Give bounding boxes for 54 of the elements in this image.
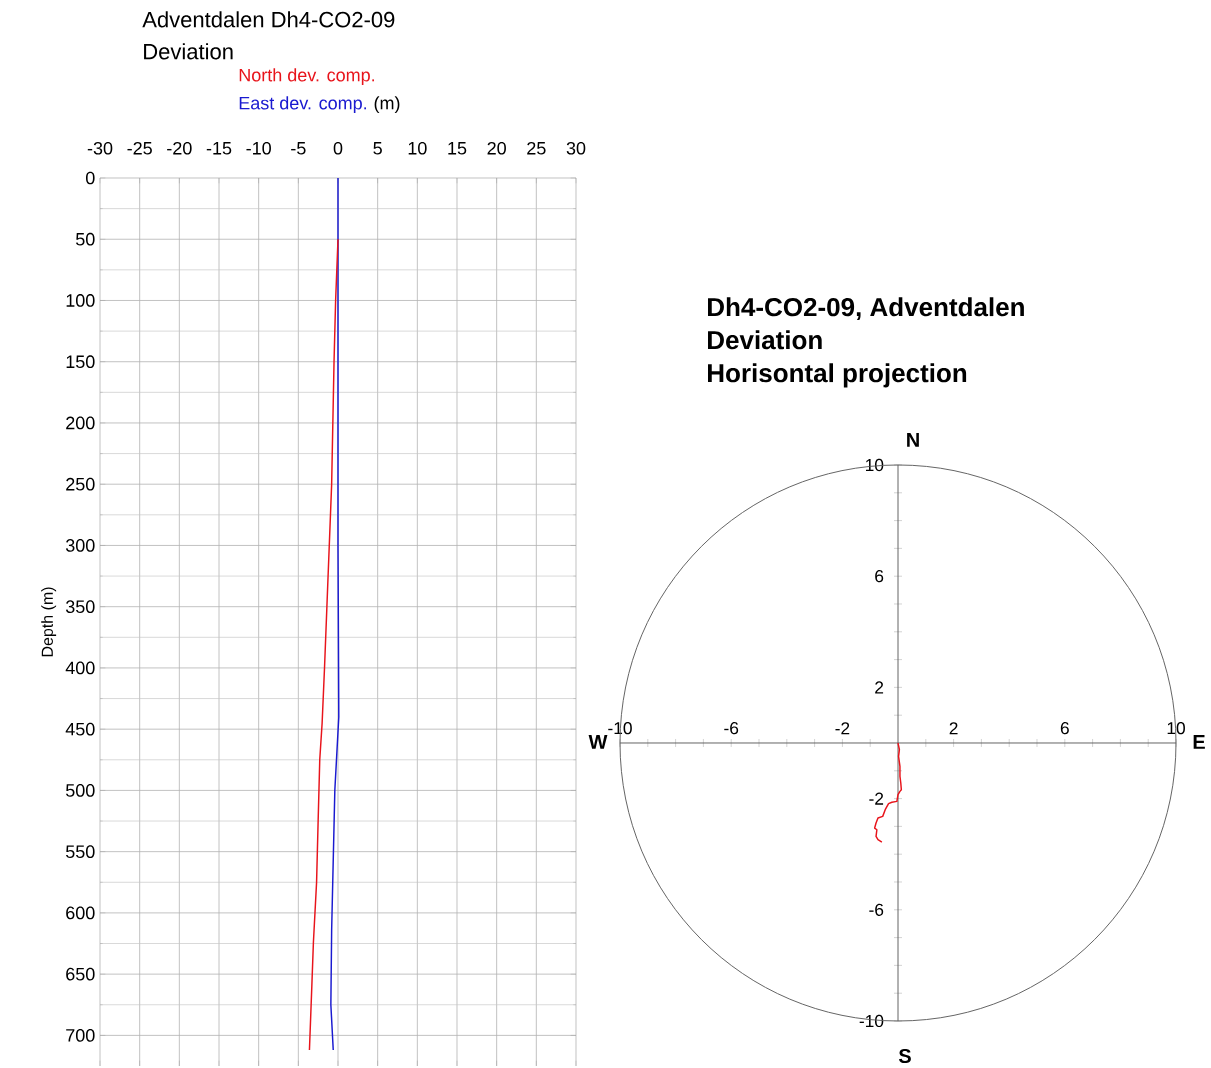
y-tick-label: 0	[86, 171, 95, 185]
x-tick-label: 15	[448, 142, 467, 155]
x-tick-label: 25	[527, 141, 546, 155]
y-tick-label: 450	[65, 722, 95, 736]
y-tick-label: 2	[875, 681, 884, 694]
x-tick-label: 20	[487, 141, 506, 155]
y-tick-label: 550	[65, 845, 95, 859]
y-tick-label: 500	[65, 784, 95, 797]
text: North dev. comp.	[239, 68, 375, 86]
y-axis-title: Depth (m)	[41, 587, 57, 657]
x-tick-label: -30	[87, 141, 113, 155]
y-tick-label: -6	[869, 903, 884, 916]
x-tick-label: 6	[1060, 722, 1069, 735]
text: W	[588, 735, 608, 749]
chart-title: Dh4-CO2-09, Adventdalen	[708, 297, 1024, 321]
y-tick-label: 150	[66, 355, 95, 369]
y-tick-label: 300	[65, 539, 95, 552]
y-tick-label: 200	[66, 416, 95, 430]
y-tick-label: 50	[75, 232, 95, 246]
y-tick-label: 100	[66, 294, 95, 307]
x-tick-label: 10	[408, 141, 427, 155]
y-tick-label: 700	[66, 1029, 95, 1042]
chart-subtitle: Deviation	[144, 43, 233, 60]
x-tick-label: 2	[949, 722, 958, 735]
x-tick-label: -5	[291, 142, 306, 155]
y-tick-label: 10	[866, 458, 884, 472]
chart-title: Adventdalen Dh4-CO2-09	[142, 11, 395, 28]
y-tick-label: -10	[859, 1014, 884, 1028]
x-tick-label: -15	[206, 142, 232, 155]
y-tick-label: 350	[65, 600, 95, 614]
x-tick-label: -20	[167, 141, 192, 155]
x-tick-label: 5	[373, 142, 382, 155]
y-tick-label: 400	[65, 661, 95, 675]
x-tick-label: 30	[566, 141, 586, 155]
x-axis-title: (m)	[374, 96, 400, 114]
x-tick-label: -10	[608, 722, 632, 735]
x-tick-label: 10	[1167, 722, 1185, 735]
y-tick-label: 6	[875, 570, 884, 583]
text: East dev. comp.	[239, 96, 367, 114]
x-tick-label: -6	[724, 722, 739, 735]
line-series	[308, 238, 339, 1051]
text: S	[898, 1048, 911, 1064]
x-tick-label: -25	[127, 141, 152, 155]
text: E	[1193, 735, 1205, 749]
x-tick-label: -2	[835, 722, 850, 735]
y-tick-label: 600	[66, 906, 95, 920]
x-tick-label: 0	[333, 141, 343, 155]
x-tick-label: -10	[246, 141, 271, 155]
y-tick-label: 650	[66, 967, 95, 981]
y-tick-label: 250	[66, 477, 95, 491]
y-tick-label: -2	[869, 792, 884, 805]
text: N	[907, 433, 919, 447]
chart-subtitle: Deviation	[708, 330, 822, 350]
text: Horisontal projection	[708, 363, 967, 388]
